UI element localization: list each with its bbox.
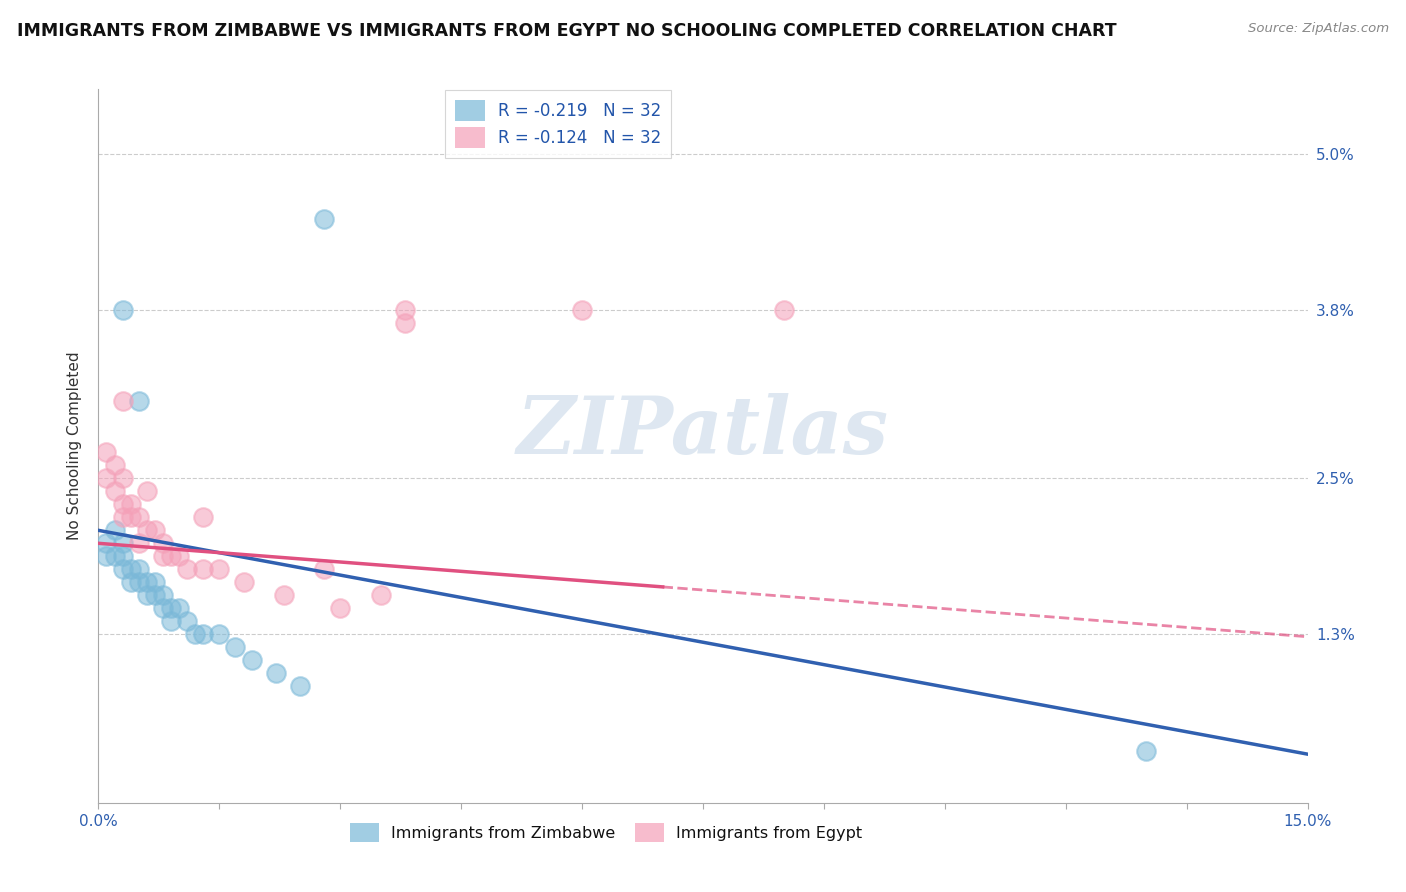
Point (96, 536, 118, 550)
Point (314, 562, 336, 576)
Point (128, 562, 150, 576)
Point (128, 575, 150, 590)
Point (103, 524, 125, 538)
Point (111, 536, 134, 550)
Point (240, 653, 263, 667)
Point (1135, 744, 1157, 758)
Point (128, 536, 150, 550)
Point (128, 393, 150, 408)
Point (111, 471, 134, 485)
Point (103, 458, 125, 473)
Point (370, 588, 392, 602)
Point (160, 601, 183, 615)
Point (128, 510, 150, 524)
Point (167, 601, 190, 615)
Point (176, 614, 198, 628)
Point (152, 588, 174, 602)
Point (152, 549, 174, 564)
Text: Source: ZipAtlas.com: Source: ZipAtlas.com (1249, 22, 1389, 36)
Point (135, 484, 157, 499)
Point (143, 524, 166, 538)
Point (152, 601, 174, 615)
Point (167, 549, 190, 564)
Point (329, 601, 352, 615)
Y-axis label: No Schooling Completed: No Schooling Completed (67, 351, 83, 541)
Point (184, 627, 207, 641)
Point (394, 316, 416, 330)
Point (772, 302, 794, 317)
Point (111, 393, 134, 408)
Point (120, 562, 142, 576)
Point (394, 302, 416, 317)
Point (135, 575, 157, 590)
Point (103, 549, 125, 564)
Point (160, 614, 183, 628)
Point (208, 562, 231, 576)
Point (96, 471, 118, 485)
Point (208, 627, 231, 641)
Point (152, 536, 174, 550)
Point (314, 211, 336, 226)
Point (288, 679, 311, 693)
Point (111, 497, 134, 511)
Point (111, 302, 134, 317)
Point (224, 640, 246, 654)
Point (176, 562, 198, 576)
Point (111, 562, 134, 576)
Point (193, 627, 215, 641)
Point (135, 588, 157, 602)
Point (96, 445, 118, 459)
Point (273, 588, 295, 602)
Point (111, 510, 134, 524)
Point (120, 510, 142, 524)
Point (135, 524, 157, 538)
Point (193, 510, 215, 524)
Point (193, 562, 215, 576)
Point (232, 575, 254, 590)
Point (120, 497, 142, 511)
Text: ZIPatlas: ZIPatlas (517, 393, 889, 470)
Legend: Immigrants from Zimbabwe, Immigrants from Egypt: Immigrants from Zimbabwe, Immigrants fro… (343, 817, 869, 848)
Point (160, 549, 183, 564)
Point (143, 575, 166, 590)
Point (264, 666, 287, 681)
Text: IMMIGRANTS FROM ZIMBABWE VS IMMIGRANTS FROM EGYPT NO SCHOOLING COMPLETED CORRELA: IMMIGRANTS FROM ZIMBABWE VS IMMIGRANTS F… (17, 22, 1116, 40)
Point (103, 484, 125, 499)
Point (571, 302, 593, 317)
Point (111, 549, 134, 564)
Point (143, 588, 166, 602)
Point (120, 575, 142, 590)
Point (96, 549, 118, 564)
